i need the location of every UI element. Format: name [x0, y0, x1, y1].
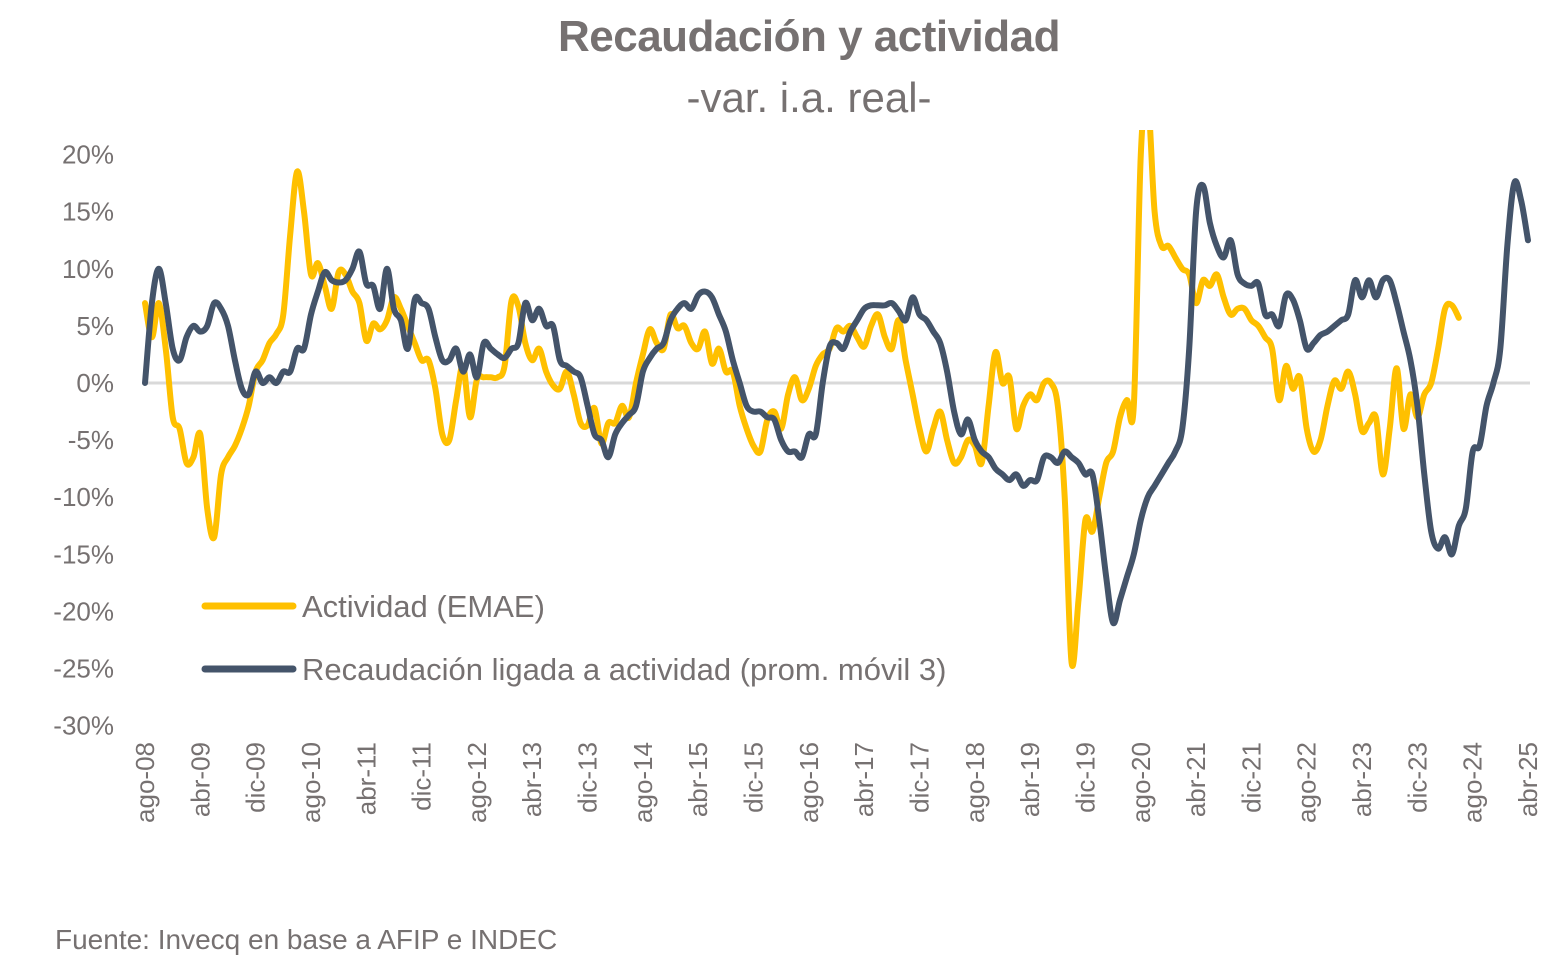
y-tick-label: -30% [53, 711, 114, 741]
y-tick-label: -25% [53, 654, 114, 684]
x-tick-label: ago-24 [1458, 742, 1488, 823]
x-tick-label: abr-13 [517, 742, 547, 817]
series-line-actividad [142, 130, 1462, 669]
x-tick-label: ago-22 [1292, 742, 1322, 823]
series-lines [142, 130, 1531, 669]
series-line-recaudacion [142, 178, 1531, 627]
x-tick-label: abr-23 [1347, 742, 1377, 817]
x-tick-label: abr-19 [1015, 742, 1045, 817]
legend: Actividad (EMAE) Recaudación ligada a ac… [201, 589, 946, 687]
x-tick-label: dic-13 [573, 742, 603, 813]
x-tick-label: dic-21 [1236, 742, 1266, 813]
legend-label-recaudacion: Recaudación ligada a actividad (prom. mó… [302, 652, 946, 687]
x-tick-label: dic-19 [1070, 742, 1100, 813]
x-tick-label: dic-09 [241, 742, 271, 813]
x-tick-label: abr-11 [351, 742, 381, 815]
source-note: Fuente: Invecq en base a AFIP e INDEC [55, 924, 558, 955]
y-axis: 20% 15% 10% 5% 0% -5% -10% -15% -20% -25% -30% [53, 140, 114, 741]
y-tick-label: 5% [76, 311, 114, 341]
x-tick-label: abr-17 [849, 742, 879, 817]
x-tick-label: ago-12 [462, 742, 492, 823]
legend-label-actividad: Actividad (EMAE) [302, 589, 545, 624]
x-tick-label: abr-21 [1181, 742, 1211, 817]
chart-subtitle: -var. i.a. real- [686, 74, 932, 121]
y-tick-label: -20% [53, 596, 114, 626]
x-tick-label: dic-17 [904, 742, 934, 813]
y-tick-label: 20% [62, 140, 114, 170]
y-tick-label: -15% [53, 539, 114, 569]
x-tick-label: abr-25 [1513, 742, 1543, 817]
x-tick-label: ago-08 [130, 742, 160, 823]
x-tick-label: abr-15 [683, 742, 713, 817]
y-tick-label: 15% [62, 197, 114, 227]
x-tick-label: ago-18 [960, 742, 990, 823]
x-tick-label: ago-16 [794, 742, 824, 823]
x-tick-label: dic-11 [407, 742, 437, 811]
y-tick-label: 10% [62, 254, 114, 284]
x-tick-label: dic-23 [1402, 742, 1432, 813]
x-tick-label: dic-15 [739, 742, 769, 813]
y-tick-label: -5% [68, 425, 114, 455]
x-axis: ago-08 abr-09 dic-09 ago-10 abr-11 dic-11 ago-… [130, 742, 1543, 823]
x-tick-label: abr-09 [185, 742, 215, 817]
chart-title: Recaudación y actividad [557, 12, 1061, 61]
y-tick-label: -10% [53, 482, 114, 512]
x-tick-label: ago-14 [628, 742, 658, 823]
y-tick-label: 0% [76, 368, 114, 398]
x-tick-label: ago-10 [296, 742, 326, 823]
x-tick-label: ago-20 [1126, 742, 1156, 823]
